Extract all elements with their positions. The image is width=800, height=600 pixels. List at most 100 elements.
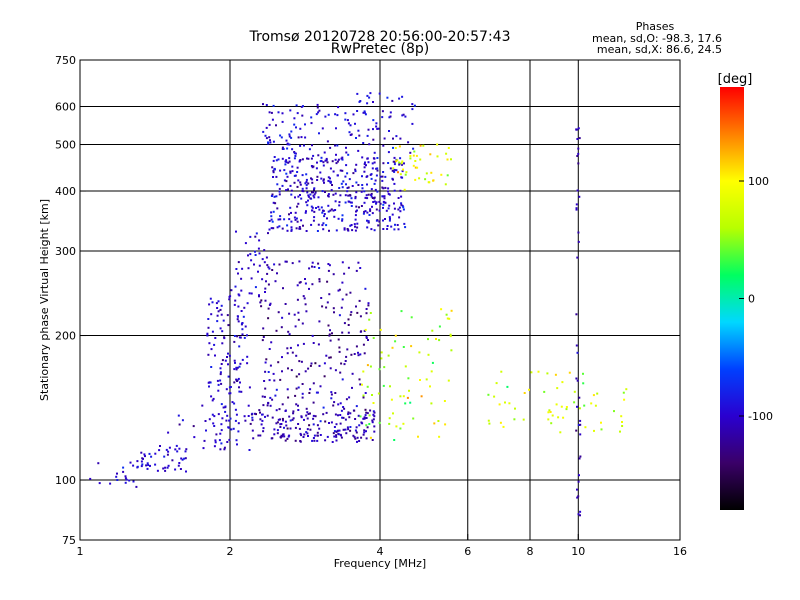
data-point [332, 404, 335, 407]
data-point [305, 173, 308, 176]
data-point [367, 302, 370, 305]
data-point [449, 335, 452, 338]
data-point [363, 190, 366, 193]
data-point [361, 175, 363, 178]
data-point [167, 431, 170, 434]
data-point [326, 140, 329, 143]
data-point [310, 165, 313, 167]
data-point [309, 193, 312, 196]
data-point [239, 381, 241, 384]
data-point [372, 418, 375, 421]
data-point [312, 382, 315, 385]
data-point [396, 159, 399, 162]
data-point [349, 291, 352, 294]
data-point [419, 144, 422, 147]
data-point [264, 361, 267, 364]
data-point [363, 166, 366, 169]
data-point [338, 204, 341, 207]
data-point [575, 377, 578, 380]
data-point [287, 396, 290, 399]
data-point [381, 179, 384, 182]
data-point [308, 148, 311, 151]
data-point [335, 435, 338, 438]
data-point [318, 278, 321, 281]
data-point [224, 405, 227, 408]
data-point [334, 369, 337, 372]
data-point [354, 437, 357, 440]
data-point [299, 181, 302, 184]
data-point [363, 170, 366, 173]
data-point [344, 360, 347, 362]
data-point [368, 414, 371, 417]
data-point [279, 418, 281, 421]
data-point [397, 171, 399, 174]
data-point [297, 423, 300, 425]
data-point [382, 144, 385, 147]
data-point [399, 189, 402, 192]
data-point [285, 172, 288, 175]
data-point [368, 143, 371, 146]
data-point [330, 189, 333, 192]
data-point [281, 227, 284, 230]
data-point [555, 403, 558, 406]
data-point [264, 370, 267, 373]
data-point [238, 386, 240, 389]
data-point [430, 402, 433, 405]
data-point [163, 455, 166, 458]
data-point [319, 171, 322, 174]
data-point [321, 305, 324, 308]
data-point [331, 441, 334, 443]
data-point [296, 298, 299, 301]
data-point [217, 413, 220, 416]
data-point [347, 318, 350, 321]
data-point [349, 412, 352, 415]
data-point [147, 464, 150, 466]
data-point [217, 389, 220, 392]
data-point [360, 190, 363, 193]
data-point [233, 303, 236, 306]
data-point [384, 201, 387, 204]
data-point [154, 452, 157, 455]
data-point [383, 137, 386, 140]
data-point [346, 119, 349, 122]
axis-ticks: 1 2 4 6 8 10 16 75 100 200 300 400 500 600 750 [55, 54, 687, 558]
data-point [397, 197, 400, 199]
data-point [445, 152, 448, 155]
data-point [314, 191, 317, 194]
data-point [387, 151, 390, 154]
data-point [403, 162, 405, 165]
data-point [227, 324, 230, 327]
data-point [619, 430, 621, 433]
data-point [393, 182, 396, 185]
data-point [348, 200, 351, 203]
data-point [322, 164, 325, 167]
data-point [329, 209, 332, 212]
data-point [346, 190, 349, 193]
data-point [369, 92, 372, 95]
data-point [393, 156, 396, 159]
data-point [621, 421, 623, 423]
data-point [247, 254, 249, 257]
data-point [366, 426, 369, 429]
data-point [258, 264, 261, 267]
data-point [327, 210, 330, 213]
data-point [361, 184, 364, 186]
data-point [311, 178, 314, 181]
data-point [222, 406, 225, 409]
data-point [281, 370, 283, 373]
data-point [285, 424, 288, 427]
x-tick-label: 1 [77, 545, 84, 558]
data-point [272, 104, 275, 107]
data-point [219, 367, 222, 370]
data-point [398, 145, 401, 148]
data-point [241, 328, 244, 331]
data-point [115, 475, 118, 478]
data-point [365, 308, 368, 310]
data-point [262, 327, 265, 330]
y-tick-label: 100 [55, 474, 76, 487]
data-point [281, 146, 284, 149]
data-point [298, 160, 301, 163]
data-point [412, 417, 415, 420]
data-point [222, 319, 225, 322]
